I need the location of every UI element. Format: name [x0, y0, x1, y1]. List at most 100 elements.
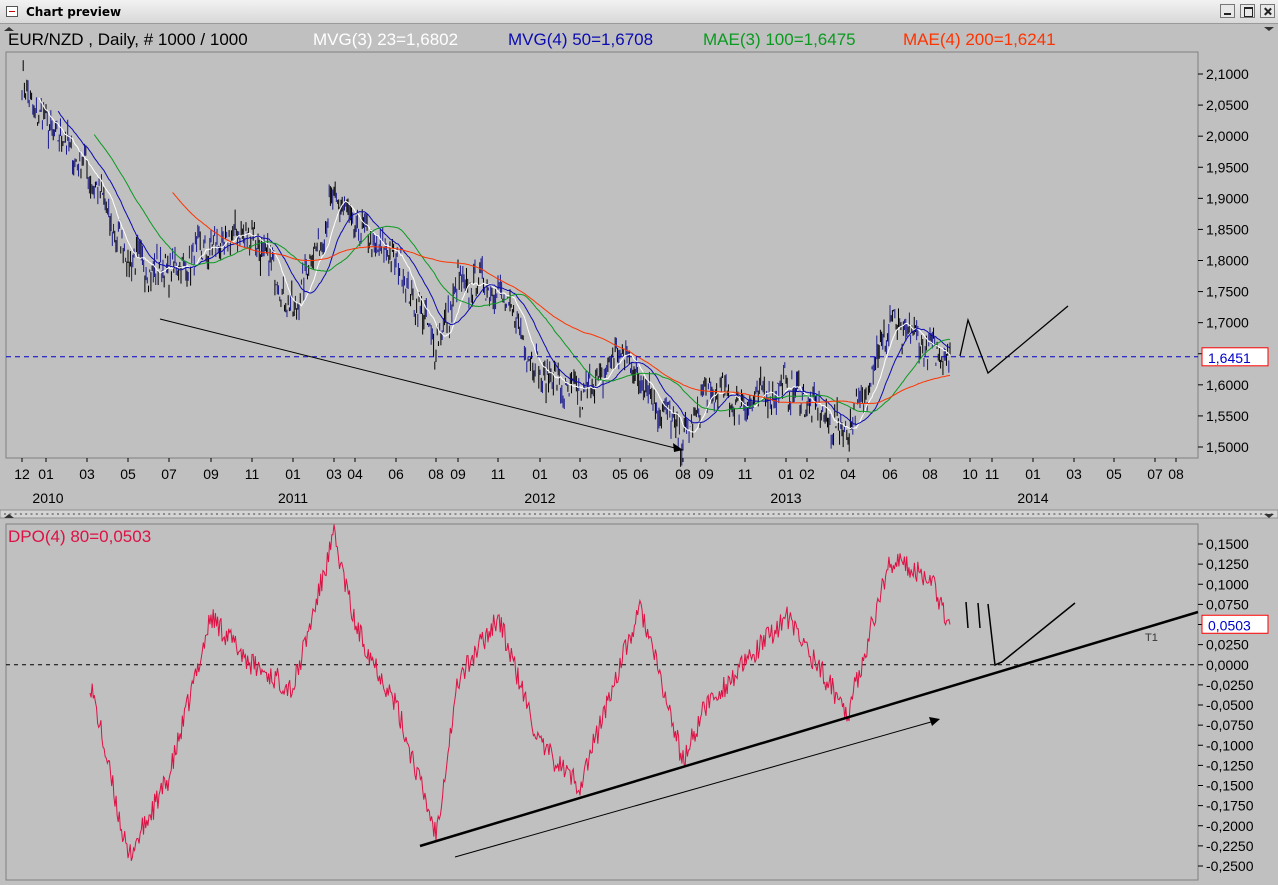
splitter-grip-dot	[475, 513, 478, 515]
current-price-label: 1,6451	[1208, 350, 1251, 366]
x-tick-label: 05	[612, 466, 628, 482]
dpo-legend: DPO(4) 80=0,0503	[8, 527, 151, 546]
splitter-grip-dot	[942, 513, 945, 515]
splitter-grip-dot	[894, 513, 897, 515]
splitter-grip-dot	[136, 513, 139, 515]
legend-item-2: MVG(4) 50=1,6708	[508, 30, 653, 49]
splitter-grip-dot	[698, 513, 701, 515]
y-tick-label: -0,0750	[1206, 717, 1254, 733]
splitter-grip-dot	[799, 513, 801, 515]
splitter-grip-dot	[682, 513, 685, 515]
splitter-grip-dot	[1201, 513, 1204, 515]
splitter-grip-dot	[613, 513, 616, 515]
x-tick-label: 02	[799, 466, 815, 482]
splitter-grip-dot	[555, 513, 558, 515]
maximize-button[interactable]	[1240, 4, 1255, 18]
splitter-grip-dot	[115, 513, 118, 515]
splitter-grip-dot	[19, 513, 22, 515]
splitter-grip-dot	[1079, 513, 1082, 515]
splitter-grip-dot	[587, 513, 589, 515]
splitter-grip-dot	[200, 513, 203, 515]
y-tick-label: 2,0000	[1206, 128, 1249, 144]
y-tick-label: -0,0500	[1206, 697, 1254, 713]
splitter-grip-dot	[1122, 513, 1125, 515]
price-panel-frame	[5, 51, 1199, 459]
splitter-grip-dot	[624, 513, 627, 515]
splitter-grip-dot	[528, 513, 531, 515]
collapse-up-arrow-icon	[4, 514, 14, 518]
splitter-grip-dot	[269, 513, 271, 515]
splitter-grip-dot	[1148, 513, 1151, 515]
x-tick-label: 04	[347, 466, 363, 482]
minimize-button[interactable]	[1220, 4, 1235, 18]
splitter-grip-dot	[634, 513, 637, 515]
splitter-grip-dot	[1037, 513, 1040, 515]
y-tick-label: 0,1500	[1206, 536, 1249, 552]
splitter-grip-dot	[216, 513, 218, 515]
y-tick-label: -0,2500	[1206, 858, 1254, 874]
splitter-grip-dot	[581, 513, 584, 515]
splitter-grip-dot	[274, 513, 277, 515]
x-tick-label: 01	[1025, 466, 1041, 482]
splitter-grip-dot	[597, 513, 600, 515]
splitter-grip-dot	[640, 513, 642, 515]
y-tick-label: -0,1500	[1206, 778, 1254, 794]
splitter-grip-dot	[767, 513, 770, 515]
x-tick-label: 07	[161, 466, 177, 482]
splitter-grip-dot	[428, 513, 430, 515]
splitter-grip-dot	[677, 513, 680, 515]
chart-canvas[interactable]: EUR/NZD , Daily, # 1000 / 1000 MVG(3) 23=…	[0, 24, 1278, 885]
splitter-grip-dot	[35, 513, 38, 515]
splitter-grip-dot	[390, 513, 393, 515]
splitter-grip-dot	[1185, 513, 1188, 515]
splitter-grip-dot	[1074, 513, 1077, 515]
splitter-grip-dot	[470, 513, 473, 515]
close-button[interactable]	[1260, 4, 1275, 18]
splitter-grip-dot	[602, 513, 605, 515]
splitter-grip-dot	[348, 513, 351, 515]
splitter-grip-dot	[502, 513, 505, 515]
splitter-grip-dot	[650, 513, 653, 515]
splitter-grip-dot	[454, 513, 457, 515]
splitter-grip-dot	[539, 513, 542, 515]
splitter-grip-dot	[1238, 513, 1241, 515]
splitter-grip-dot	[708, 513, 711, 515]
splitter-grip-dot	[1244, 513, 1247, 515]
splitter-grip-dot	[332, 513, 335, 515]
y-tick-label: 2,0500	[1206, 97, 1249, 113]
splitter-grip-dot	[740, 513, 743, 515]
splitter-grip-dot	[147, 513, 150, 515]
splitter-grip-dot	[1254, 513, 1257, 515]
splitter-grip-dot	[189, 513, 192, 515]
splitter-grip-dot	[1143, 513, 1146, 515]
splitter-grip-dot	[1042, 513, 1045, 515]
legend-item-4: MAE(4) 200=1,6241	[903, 30, 1056, 49]
splitter-grip-dot	[1021, 513, 1024, 515]
y-tick-label: 1,5000	[1206, 439, 1249, 455]
splitter-grip-dot	[724, 513, 727, 515]
splitter-grip-dot	[359, 513, 362, 515]
splitter-grip-dot	[820, 513, 823, 515]
y-tick-label: -0,2000	[1206, 818, 1254, 834]
x-tick-label: 05	[120, 466, 136, 482]
splitter-grip-dot	[952, 513, 955, 515]
splitter-grip-dot	[83, 513, 86, 515]
splitter-grip-dot	[88, 513, 91, 515]
splitter-grip-dot	[1016, 513, 1019, 515]
splitter-grip-dot	[947, 513, 950, 515]
splitter-grip-dot	[1217, 513, 1220, 515]
y-tick-label: 0,0250	[1206, 637, 1249, 653]
splitter-grip-dot	[210, 513, 213, 515]
splitter-grip-dot	[375, 513, 377, 515]
dpo-y-axis: 0,15000,12500,10000,07500,05000,02500,00…	[1198, 536, 1254, 874]
splitter-grip-dot	[1154, 513, 1157, 515]
collapse-down-arrow-icon	[1264, 514, 1274, 518]
y-tick-label: 1,8000	[1206, 253, 1249, 269]
y-tick-label: -0,1000	[1206, 737, 1254, 753]
splitter-grip-dot	[4, 513, 6, 515]
splitter-grip-dot	[687, 513, 690, 515]
splitter-grip-dot	[889, 513, 892, 515]
price-y-axis: 2,1000 2,0500 2,0000 1,9500 1,9000 1,8500 1,80…	[1198, 66, 1249, 455]
splitter-grip-dot	[316, 513, 319, 515]
splitter-grip-dot	[809, 513, 812, 515]
